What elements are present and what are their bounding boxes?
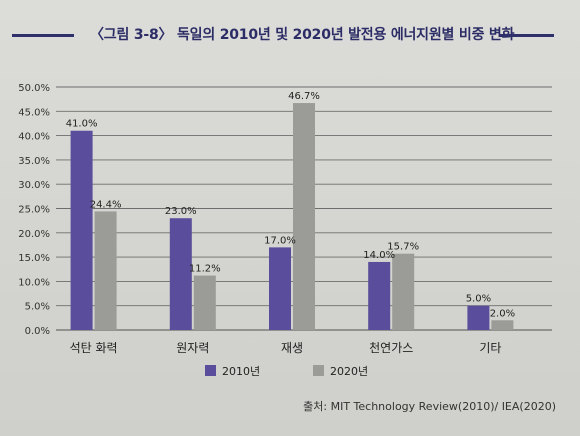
data-label-layer: 41.0% 24.4% 23.0% 11.2% 17.0% 46.7% 14.0%15.7%…: [66, 91, 515, 319]
legend-swatch: [205, 365, 216, 376]
legend: 2010년 2020년: [205, 365, 368, 378]
x-axis-categories: 석탄 화력 원자력 재생 천연가스 기타: [70, 340, 502, 355]
y-tick-label: 40.0%: [18, 132, 50, 143]
legend-swatch: [313, 365, 324, 376]
data-label: 23.0%: [165, 206, 197, 217]
y-tick-label: 30.0%: [18, 180, 50, 191]
y-tick-label: 50.0%: [18, 83, 50, 94]
bar-2010: [467, 305, 490, 330]
figure-title-row: 〈그림 3-8〉 독일의 2010년 및 2020년 발전용 에너지원별 비중 …: [0, 18, 580, 54]
bar-layer: [70, 103, 514, 330]
legend-label: 2020년: [330, 365, 368, 378]
data-label: 46.7%: [288, 91, 320, 102]
bar-2020: [94, 211, 117, 330]
title-rule-right: [500, 34, 554, 37]
y-tick-label: 25.0%: [18, 205, 50, 216]
source-citation: 출처: MIT Technology Review(2010)/ IEA(202…: [303, 400, 556, 413]
x-category-label: 원자력: [176, 341, 209, 355]
bar-2010: [269, 247, 291, 330]
bar-2020: [392, 253, 415, 330]
bar-2020: [293, 103, 315, 330]
y-axis-ticks: 0.0% 5.0% 10.0% 15.0% 20.0% 25.0% 30.0% 35.0% 40…: [18, 83, 50, 337]
data-label: 41.0%: [66, 119, 98, 130]
data-label: 17.0%: [264, 235, 296, 246]
y-tick-label: 15.0%: [18, 253, 50, 264]
x-category-label: 기타: [479, 341, 501, 355]
data-label: 14.0%: [363, 250, 395, 261]
y-tick-label: 20.0%: [18, 229, 50, 240]
data-label: 5.0%: [466, 294, 491, 305]
data-label: 11.2%: [189, 264, 221, 275]
y-tick-label: 0.0%: [25, 326, 50, 337]
y-tick-label: 45.0%: [18, 107, 50, 118]
x-category-label: 재생: [281, 341, 303, 355]
y-tick-label: 35.0%: [18, 156, 50, 167]
bar-2020: [193, 275, 216, 330]
bar-2010: [169, 218, 192, 330]
figure-title: 〈그림 3-8〉 독일의 2010년 및 2020년 발전용 에너지원별 비중 …: [90, 27, 515, 43]
legend-label: 2010년: [222, 365, 260, 378]
bar-2010: [368, 261, 391, 330]
data-label: 15.7%: [387, 242, 419, 253]
title-rule-left: [12, 34, 74, 37]
bar-2010: [70, 130, 93, 330]
x-category-label: 천연가스: [369, 340, 413, 355]
x-category-label: 석탄 화력: [70, 341, 118, 355]
data-label: 24.4%: [90, 199, 122, 210]
y-tick-label: 5.0%: [25, 302, 50, 313]
bar-2020: [491, 320, 514, 330]
y-tick-label: 10.0%: [18, 277, 50, 288]
bar-chart: 0.0% 5.0% 10.0% 15.0% 20.0% 25.0% 30.0% 35.0% 40…: [18, 83, 552, 378]
data-label: 2.0%: [490, 308, 515, 319]
